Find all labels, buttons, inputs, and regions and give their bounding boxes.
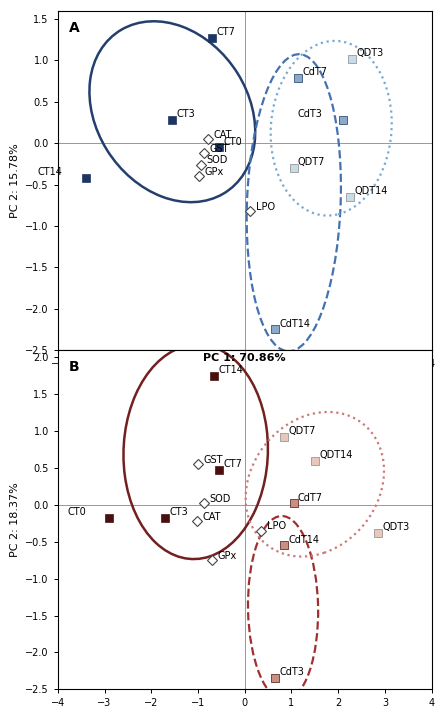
Text: A: A — [69, 21, 80, 35]
Text: CT0: CT0 — [223, 136, 242, 146]
Text: PC 1: 70.86%: PC 1: 70.86% — [203, 353, 286, 363]
Text: CT3: CT3 — [170, 508, 188, 518]
Text: CAT: CAT — [202, 512, 221, 522]
Text: QDT7: QDT7 — [298, 157, 325, 167]
Text: B: B — [69, 360, 80, 374]
Text: CdT14: CdT14 — [279, 319, 310, 329]
Text: CT0: CT0 — [68, 508, 86, 518]
Y-axis label: PC 2: 18.37%: PC 2: 18.37% — [10, 482, 20, 557]
Text: LPO: LPO — [256, 202, 275, 212]
Text: CT7: CT7 — [223, 459, 242, 469]
Text: GPx: GPx — [205, 167, 224, 177]
Text: GST: GST — [209, 144, 229, 154]
Text: CdT14: CdT14 — [289, 535, 320, 545]
Text: LPO: LPO — [267, 521, 286, 531]
Text: CdT3: CdT3 — [279, 668, 304, 678]
Text: CT7: CT7 — [216, 27, 235, 37]
Text: QDT3: QDT3 — [356, 48, 384, 58]
Text: CAT: CAT — [214, 130, 232, 139]
Text: CdT7: CdT7 — [298, 493, 323, 503]
Text: CT14: CT14 — [37, 167, 62, 177]
Text: CT3: CT3 — [177, 109, 195, 119]
Y-axis label: PC 2: 15.78%: PC 2: 15.78% — [10, 143, 20, 218]
Text: QDT14: QDT14 — [319, 450, 352, 460]
Text: QDT14: QDT14 — [354, 186, 388, 196]
Text: GPx: GPx — [218, 551, 237, 561]
Text: GST: GST — [203, 455, 223, 465]
Text: QDT3: QDT3 — [382, 522, 409, 532]
Text: CT14: CT14 — [218, 365, 243, 375]
Text: SOD: SOD — [207, 155, 228, 165]
Text: QDT7: QDT7 — [289, 426, 316, 437]
Text: SOD: SOD — [209, 494, 231, 504]
Text: CdT7: CdT7 — [303, 67, 328, 77]
Text: CdT3: CdT3 — [297, 109, 322, 119]
